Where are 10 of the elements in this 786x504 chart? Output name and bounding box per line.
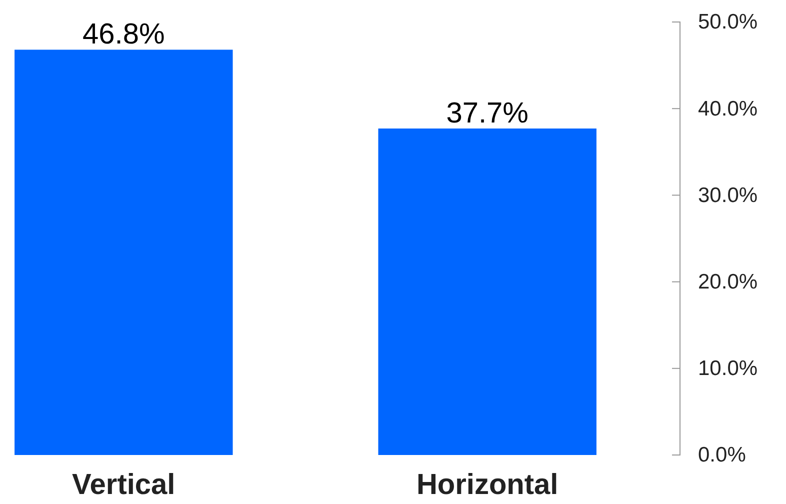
data-label: 37.7% (446, 98, 528, 130)
y-tick-label: 50.0% (698, 10, 758, 34)
y-tick-label: 10.0% (698, 357, 758, 380)
x-tick-label: Vertical (72, 469, 176, 501)
y-tick-label: 40.0% (698, 97, 758, 120)
data-label: 46.8% (82, 18, 165, 51)
y-tick-label: 0.0% (698, 444, 746, 467)
y-tick-label: 20.0% (698, 270, 758, 294)
x-tick-label: Horizontal (416, 469, 558, 501)
y-tick-label: 30.0% (698, 184, 758, 207)
